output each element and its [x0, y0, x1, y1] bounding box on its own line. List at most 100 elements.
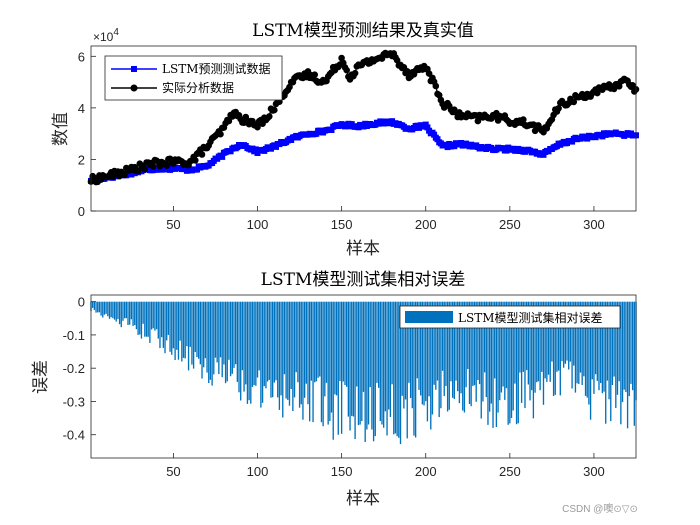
- actual-point: [271, 106, 278, 114]
- error-bar: [181, 301, 183, 362]
- error-bar: [209, 301, 212, 380]
- top-x-tick-label: 150: [331, 217, 353, 232]
- actual-point: [531, 127, 539, 135]
- error-bar: [531, 301, 533, 391]
- top-chart-title: LSTM模型预测结果及真实值: [252, 21, 474, 41]
- error-bar: [494, 301, 496, 379]
- error-bar: [371, 301, 373, 430]
- actual-point: [343, 66, 351, 74]
- error-bar: [300, 301, 302, 405]
- error-bar: [593, 301, 595, 394]
- error-bar: [618, 301, 620, 382]
- bottom-x-tick-label: 250: [499, 464, 521, 479]
- error-bar: [159, 301, 161, 349]
- actual-point: [311, 71, 319, 78]
- top-y-tick-label: 6: [78, 49, 85, 64]
- legend-swatch-error: [405, 311, 453, 323]
- error-bar: [426, 301, 429, 422]
- error-bar: [273, 301, 276, 383]
- error-bar: [335, 301, 338, 396]
- error-bar: [504, 301, 506, 400]
- error-bar: [228, 301, 230, 360]
- error-bar: [529, 301, 531, 401]
- error-bar: [431, 301, 434, 415]
- error-bar: [601, 301, 604, 394]
- error-bar: [480, 301, 482, 419]
- error-bar: [436, 301, 439, 381]
- error-bar: [206, 301, 208, 373]
- actual-point: [198, 151, 206, 158]
- actual-point: [134, 167, 142, 175]
- error-bar: [329, 301, 331, 422]
- error-bar: [500, 301, 503, 393]
- error-bar: [169, 301, 171, 352]
- error-bar: [127, 301, 129, 325]
- error-bar: [340, 301, 343, 434]
- error-bar: [214, 301, 217, 358]
- error-bar: [581, 301, 583, 385]
- error-bar: [586, 301, 588, 398]
- error-bar: [135, 301, 138, 330]
- error-bar: [140, 301, 143, 339]
- error-bar: [356, 301, 358, 387]
- error-bar: [573, 301, 575, 366]
- error-bar: [552, 301, 555, 396]
- error-bar: [420, 301, 422, 396]
- error-bar: [266, 301, 269, 382]
- error-bar: [307, 301, 309, 405]
- error-bar: [520, 301, 523, 403]
- error-bar: [194, 301, 196, 352]
- error-bar: [381, 301, 383, 425]
- top-x-tick-label: 50: [166, 217, 180, 232]
- error-bar: [487, 301, 489, 425]
- error-bar: [372, 301, 375, 442]
- error-bar: [584, 301, 587, 396]
- error-bar: [330, 301, 333, 413]
- error-bar: [569, 301, 572, 362]
- error-bar: [192, 301, 195, 369]
- error-bar: [376, 301, 378, 383]
- error-bar: [293, 301, 296, 398]
- error-bar: [578, 301, 580, 384]
- error-bar: [603, 301, 605, 392]
- error-bar: [278, 301, 281, 410]
- error-bar: [393, 301, 395, 435]
- error-bar: [465, 301, 467, 388]
- error-bar: [468, 301, 471, 404]
- error-bar: [517, 301, 519, 424]
- error-bar: [216, 301, 218, 363]
- error-bar: [213, 301, 215, 375]
- error-bar: [189, 301, 191, 347]
- top-plot-frame: [90, 45, 637, 212]
- error-bar: [100, 301, 102, 316]
- error-bar: [298, 301, 301, 408]
- error-bar: [144, 301, 146, 337]
- error-bar: [256, 301, 259, 378]
- bottom-legend-box: [399, 305, 621, 329]
- error-bar: [352, 301, 355, 417]
- error-bar: [448, 301, 450, 410]
- actual-point: [163, 162, 170, 169]
- error-bar: [176, 301, 178, 350]
- top-y-exponent: ×104: [93, 27, 119, 44]
- watermark: CSDN @噢⊙▽⊙: [562, 502, 638, 515]
- error-bar: [288, 301, 291, 406]
- error-bar: [605, 301, 607, 424]
- error-bar: [134, 301, 136, 326]
- error-bar: [589, 301, 592, 420]
- error-bar: [421, 301, 424, 405]
- error-bar: [475, 301, 477, 402]
- error-bar: [374, 301, 376, 437]
- error-bar: [285, 301, 287, 399]
- actual-point: [351, 69, 359, 77]
- error-bar: [623, 301, 625, 390]
- error-bar: [312, 301, 314, 423]
- error-bar: [191, 301, 193, 365]
- error-bar: [563, 301, 565, 368]
- error-bar: [219, 301, 222, 358]
- error-bar: [347, 301, 350, 417]
- error-bar: [477, 301, 479, 380]
- top-y-ticks: 0 2 4 6: [78, 49, 96, 219]
- error-bar: [450, 301, 452, 382]
- error-bar: [478, 301, 481, 385]
